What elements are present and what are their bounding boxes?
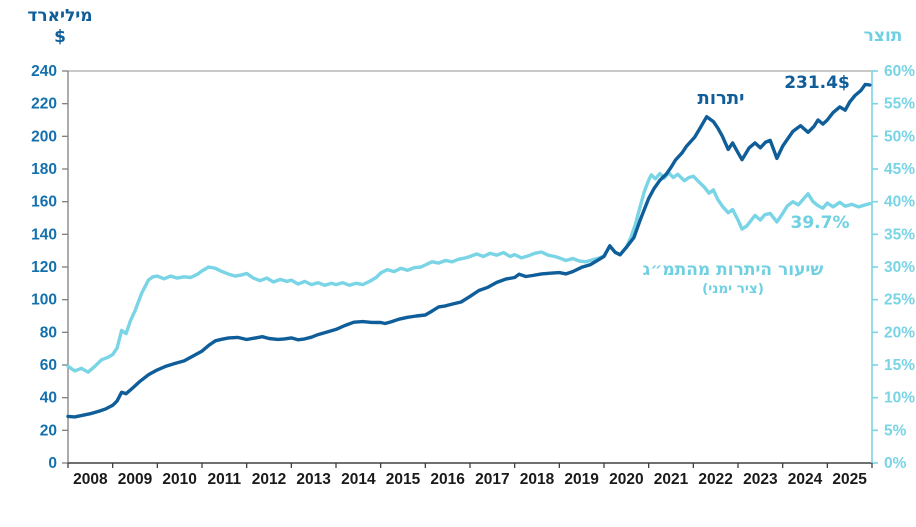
- right-tick-label: 60%: [884, 63, 915, 80]
- right-tick-label: 45%: [884, 161, 915, 178]
- reserves-end-value: 231.4$: [784, 73, 850, 93]
- right-axis-title: תוצר: [863, 26, 903, 46]
- left-tick-label: 200: [31, 128, 57, 145]
- right-tick-label: 30%: [884, 259, 915, 276]
- ratio-line: [66, 171, 872, 374]
- year-label: 2018: [520, 471, 555, 488]
- left-tick-label: 180: [31, 161, 57, 178]
- right-tick-label: 20%: [884, 324, 915, 341]
- year-label: 2024: [788, 471, 823, 488]
- right-tick-label: 50%: [884, 128, 915, 145]
- year-label: 2009: [118, 471, 153, 488]
- reserves-series-label: יתרות: [697, 88, 745, 109]
- right-tick-label: 35%: [884, 226, 915, 243]
- year-label: 2017: [475, 471, 509, 488]
- year-label: 2008: [73, 471, 108, 488]
- left-tick-label: 100: [31, 292, 57, 309]
- reserves-line: [66, 82, 872, 419]
- left-tick-label: 160: [31, 194, 57, 211]
- right-tick-label: 15%: [884, 357, 915, 374]
- year-label: 2010: [162, 471, 196, 488]
- left-tick-label: 60: [40, 357, 57, 374]
- left-tick-label: 80: [40, 324, 57, 341]
- left-tick-label: 0: [48, 455, 57, 472]
- ratio-end-value: 39.7%: [790, 213, 850, 233]
- ratio-series-label-line2: (ציר ימני): [702, 281, 764, 298]
- year-label: 2020: [609, 471, 643, 488]
- right-tick-label: 10%: [884, 390, 915, 407]
- left-tick-label: 240: [31, 63, 57, 80]
- right-tick-label: 5%: [884, 422, 907, 439]
- left-tick-label: 140: [31, 226, 57, 243]
- year-label: 2019: [564, 471, 599, 488]
- year-label: 2023: [743, 471, 778, 488]
- year-label: 2011: [208, 471, 242, 488]
- left-tick-label: 20: [40, 422, 57, 439]
- left-tick-label: 120: [31, 259, 57, 276]
- left-axis-title-line2: $: [54, 27, 66, 48]
- year-label: 2012: [252, 471, 286, 488]
- year-label: 2025: [832, 471, 867, 488]
- left-axis-title-line1: מיליארד: [27, 6, 93, 26]
- ratio-series-label-line1: שיעור היתרות מהתמ״ג: [642, 260, 824, 280]
- right-tick-label: 25%: [884, 292, 915, 309]
- ratio-series-label: שיעור היתרות מהתמ״ג (ציר ימני): [608, 260, 858, 298]
- right-tick-label: 0%: [884, 455, 907, 472]
- left-axis-title: מיליארד $: [16, 6, 104, 49]
- year-label: 2016: [430, 471, 465, 488]
- left-tick-label: 40: [40, 390, 57, 407]
- year-label: 2015: [386, 471, 421, 488]
- year-label: 2021: [654, 471, 689, 488]
- year-label: 2022: [698, 471, 732, 488]
- year-label: 2014: [341, 471, 376, 488]
- right-tick-label: 40%: [884, 194, 915, 211]
- year-label: 2013: [296, 471, 331, 488]
- left-tick-label: 220: [31, 96, 57, 113]
- right-tick-label: 55%: [884, 96, 915, 113]
